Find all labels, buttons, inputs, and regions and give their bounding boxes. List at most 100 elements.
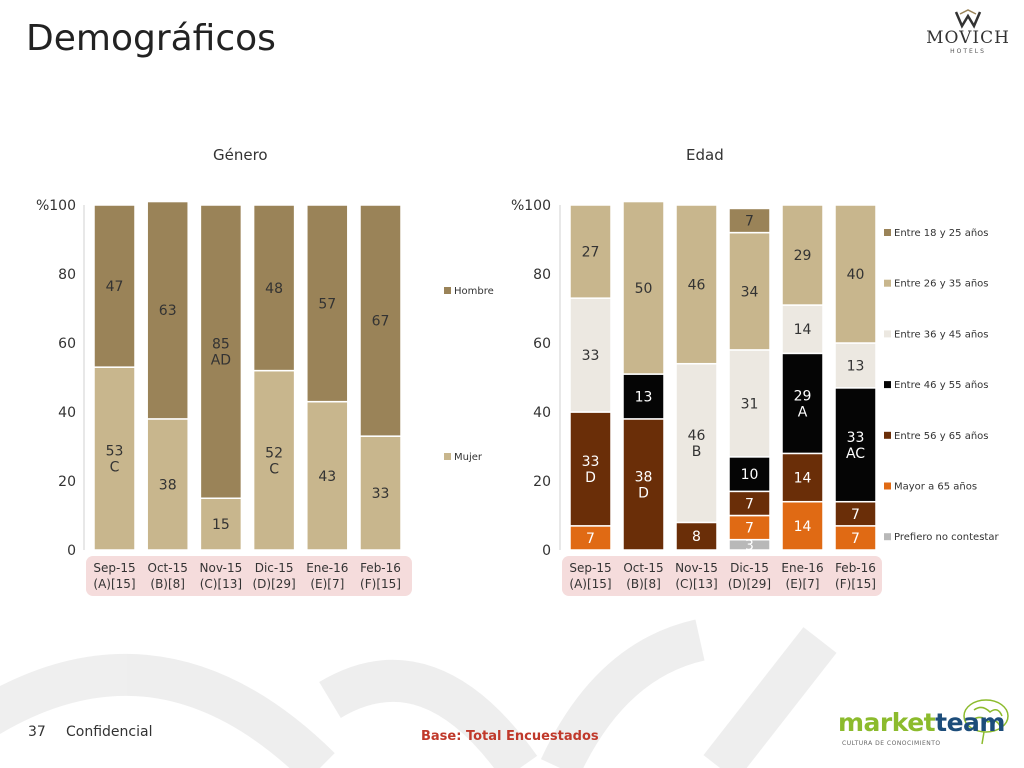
- data-label: 34: [741, 284, 759, 300]
- x-tick-sublabel: (B)[8]: [150, 577, 185, 591]
- data-label: 14: [794, 471, 812, 487]
- y-tick-label: 0: [542, 543, 551, 559]
- y-tick-label: %100: [511, 198, 551, 214]
- data-label: 33: [582, 348, 600, 364]
- bar-segment-e36_45: [728, 349, 771, 458]
- data-label: B: [692, 444, 702, 460]
- brain-tree-icon: [963, 699, 1009, 745]
- data-label: C: [110, 460, 120, 476]
- marketteam-word-a: market: [838, 708, 936, 737]
- y-tick-label: 0: [67, 543, 76, 559]
- bar-segment-e36_45: [834, 342, 877, 389]
- x-tick-label: Oct-15: [148, 561, 188, 575]
- bar-segment-e36_45: [569, 297, 612, 413]
- x-tick-label: Nov-15: [675, 561, 718, 575]
- data-label: 7: [745, 214, 754, 230]
- bar-segment-e46_55: [834, 387, 877, 503]
- data-label: 50: [635, 281, 653, 297]
- bar-segment-hombre: [199, 204, 243, 499]
- marketteam-tagline: CULTURA DE CONOCIMIENTO: [842, 740, 941, 747]
- x-tick-sublabel: (F)[15]: [360, 577, 401, 591]
- y-tick-label: 60: [533, 336, 551, 352]
- data-label: 29: [794, 388, 812, 404]
- data-label: 47: [106, 279, 124, 295]
- bar-segment-mayor65: [569, 525, 612, 551]
- x-tick-sublabel: (F)[15]: [835, 577, 876, 591]
- bar-segment-mujer: [359, 435, 402, 551]
- legend-swatch-mayor65: [884, 482, 891, 490]
- x-tick-label: Sep-15: [93, 561, 135, 575]
- data-label: 53: [106, 444, 124, 460]
- legend-swatch-mujer: [444, 453, 451, 460]
- page-number: 37: [28, 724, 46, 740]
- x-tick-sublabel: (C)[13]: [675, 577, 717, 591]
- legend-swatch-e18_25: [884, 229, 891, 236]
- bar-segment-mujer: [306, 400, 349, 551]
- x-tick-label: Nov-15: [200, 561, 243, 575]
- bar-segment-e26_35: [781, 204, 824, 306]
- legend-swatch-e46_55: [884, 381, 891, 389]
- bar-segment-mayor65: [834, 525, 877, 551]
- category-label-box: [562, 556, 882, 596]
- data-label: 52: [265, 445, 283, 461]
- bar-segment-hombre: [359, 204, 402, 437]
- data-label: A: [798, 404, 808, 420]
- data-label: 48: [265, 281, 283, 297]
- legend-label-prefiero: Prefiero no contestar: [894, 532, 999, 543]
- x-tick-sublabel: (E)[7]: [786, 577, 820, 591]
- x-tick-sublabel: (A)[15]: [569, 577, 611, 591]
- data-label: 15: [212, 517, 230, 533]
- y-tick-label: 80: [58, 267, 76, 283]
- bar-segment-e46_55: [781, 352, 824, 455]
- x-tick-label: Sep-15: [569, 561, 611, 575]
- y-tick-label: 80: [533, 267, 551, 283]
- bar-segment-e26_35: [728, 231, 771, 351]
- data-label: 29: [794, 248, 812, 264]
- x-tick-label: Feb-16: [835, 561, 876, 575]
- category-label-box: [86, 556, 412, 596]
- legend-label-e18_25: Entre 18 y 25 años: [894, 228, 989, 239]
- legend-label-hombre: Hombre: [454, 286, 494, 297]
- data-label: 33: [582, 454, 600, 470]
- bar-segment-hombre: [146, 200, 189, 420]
- data-label: 13: [847, 358, 865, 374]
- data-label: AD: [211, 353, 231, 369]
- data-label: 33: [847, 430, 865, 446]
- x-tick-sublabel: (A)[15]: [93, 577, 135, 591]
- bar-segment-e26_35: [675, 204, 718, 365]
- y-tick-label: 40: [533, 405, 551, 421]
- y-tick-label: 20: [533, 474, 551, 490]
- x-tick-sublabel: (E)[7]: [310, 577, 344, 591]
- data-label: 8: [692, 529, 701, 545]
- data-label: D: [638, 485, 649, 501]
- bar-segment-e56_65: [728, 490, 771, 517]
- bar-segment-e36_45: [781, 304, 824, 355]
- bar-segment-e18_25: [728, 207, 771, 234]
- data-label: 38: [635, 469, 653, 485]
- data-label: 57: [318, 296, 336, 312]
- movich-wordmark: MOVICH: [926, 28, 1010, 48]
- data-label: D: [585, 470, 596, 486]
- y-tick-label: %100: [36, 198, 76, 214]
- bar-segment-e26_35: [622, 200, 665, 375]
- legend-label-e26_35: Entre 26 y 35 años: [894, 279, 989, 290]
- y-tick-label: 40: [58, 405, 76, 421]
- legend-label-mujer: Mujer: [454, 452, 483, 463]
- legend-label-e46_55: Entre 46 y 55 años: [894, 380, 989, 391]
- data-label: 46: [688, 428, 706, 444]
- data-label: 67: [372, 314, 390, 330]
- bar-segment-mujer: [93, 366, 136, 551]
- x-tick-sublabel: (C)[13]: [200, 577, 242, 591]
- data-label: 85: [212, 337, 230, 353]
- data-label: 31: [741, 396, 759, 412]
- data-label: 7: [745, 521, 754, 537]
- x-tick-label: Ene-16: [306, 561, 348, 575]
- chart-title-genero: Género: [213, 146, 268, 164]
- bar-segment-e56_65: [569, 411, 612, 527]
- data-label: 13: [635, 389, 653, 405]
- data-label: AC: [846, 446, 865, 462]
- data-label: 14: [794, 322, 812, 338]
- data-label: C: [269, 461, 279, 477]
- x-tick-sublabel: (D)[29]: [728, 577, 771, 591]
